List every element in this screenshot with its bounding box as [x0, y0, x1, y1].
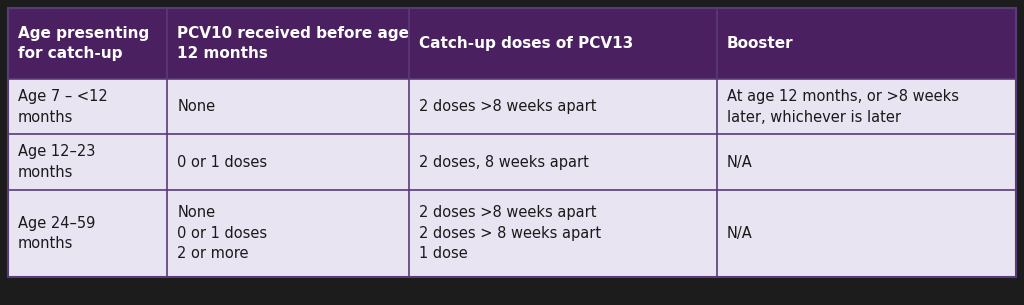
Text: At age 12 months, or >8 weeks
later, whichever is later: At age 12 months, or >8 weeks later, whi… [727, 89, 958, 124]
Bar [167, 79, 410, 135]
Text: Age 12–23
months: Age 12–23 months [18, 144, 95, 180]
Bar [167, 135, 410, 190]
Bar [717, 190, 1016, 277]
Text: None: None [177, 99, 215, 114]
Text: Booster: Booster [727, 36, 794, 51]
Text: Catch-up doses of PCV13: Catch-up doses of PCV13 [419, 36, 634, 51]
Bar [8, 8, 167, 79]
Bar [167, 190, 410, 277]
Text: 2 doses >8 weeks apart: 2 doses >8 weeks apart [419, 99, 597, 114]
Text: 2 doses >8 weeks apart
2 doses > 8 weeks apart
1 dose: 2 doses >8 weeks apart 2 doses > 8 weeks… [419, 205, 601, 261]
Text: Age presenting
for catch-up: Age presenting for catch-up [18, 26, 150, 61]
Bar [410, 79, 717, 135]
Text: 0 or 1 doses: 0 or 1 doses [177, 155, 267, 170]
Bar [8, 190, 167, 277]
Bar [717, 135, 1016, 190]
Bar [717, 8, 1016, 79]
Text: N/A: N/A [727, 226, 753, 241]
Text: N/A: N/A [727, 155, 753, 170]
Bar [8, 8, 1016, 277]
Text: PCV10 received before age
12 months: PCV10 received before age 12 months [177, 26, 410, 61]
Text: Age 7 – <12
months: Age 7 – <12 months [18, 89, 108, 124]
Text: Age 24–59
months: Age 24–59 months [18, 216, 95, 251]
Bar [167, 8, 410, 79]
Bar [410, 135, 717, 190]
Bar [410, 8, 717, 79]
Bar [717, 79, 1016, 135]
Bar [8, 135, 167, 190]
Bar [8, 79, 167, 135]
Text: None
0 or 1 doses
2 or more: None 0 or 1 doses 2 or more [177, 205, 267, 261]
Text: 2 doses, 8 weeks apart: 2 doses, 8 weeks apart [419, 155, 589, 170]
Bar [410, 190, 717, 277]
